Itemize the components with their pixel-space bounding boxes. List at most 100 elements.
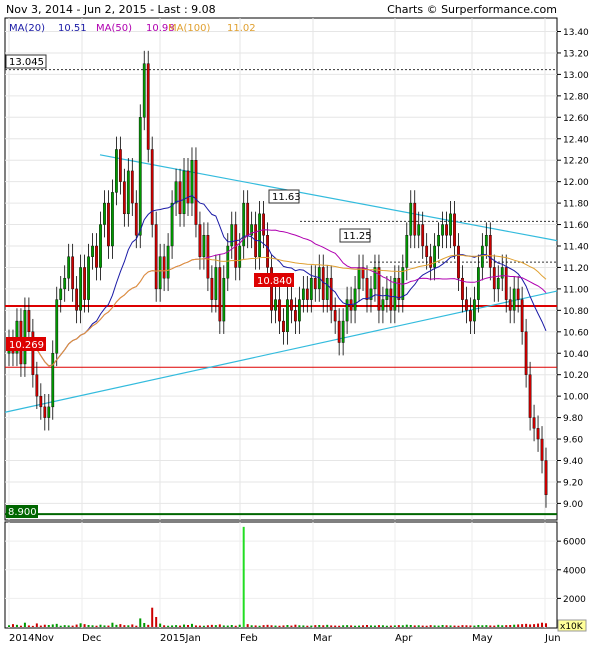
x-tick-label: Jun <box>544 633 561 644</box>
y-tick-label: 11.80 <box>563 200 589 210</box>
x-axis: 2014Nov Dec 2015Jan Feb Mar Apr May Jun <box>9 633 561 644</box>
candle-body <box>166 245 170 279</box>
y-tick-label: 9.80 <box>563 414 583 424</box>
legend: MA(20) 10.51 MA(50) 10.98 MA(100) 11.02 <box>9 23 256 34</box>
volume-bar <box>147 624 150 627</box>
volume-bar <box>51 624 54 627</box>
level-label-box <box>339 228 371 243</box>
volume-bar <box>525 623 528 627</box>
volume-bar <box>143 622 146 627</box>
volume-bar <box>290 625 293 627</box>
volume-bar <box>377 625 380 627</box>
level-label-box <box>6 505 38 518</box>
candle-body <box>174 181 178 204</box>
volume-bar <box>55 623 58 627</box>
candle-body <box>321 267 325 300</box>
volume-bar <box>206 625 209 627</box>
volume-bar <box>190 623 193 627</box>
level-label-13045: 13.045 <box>9 57 44 68</box>
candle-body <box>150 149 154 225</box>
y-tick-label: 9.40 <box>563 457 583 467</box>
volume-bar <box>521 624 524 627</box>
volume-bar <box>242 526 245 627</box>
candle-body <box>329 277 333 311</box>
volume-bar <box>473 625 476 627</box>
volume-bar <box>385 625 388 627</box>
candle-body <box>520 299 524 332</box>
y-tick-label: 12.80 <box>563 92 589 102</box>
candle-body <box>373 267 377 290</box>
volume-bar <box>87 624 90 627</box>
candle-body <box>202 235 206 257</box>
volume-bar <box>421 625 424 627</box>
volume-bar <box>63 625 66 627</box>
candle-body <box>182 170 186 215</box>
candle-body <box>500 267 504 279</box>
y-tick-label: 10.00 <box>563 393 589 403</box>
volume-bar <box>214 625 217 627</box>
volume-bar <box>111 622 114 627</box>
volume-bar <box>47 624 50 627</box>
volume-bar <box>314 625 317 627</box>
volume-bar <box>294 624 297 627</box>
candle-body <box>266 235 269 268</box>
volume-bar <box>115 624 118 627</box>
candle-body <box>63 277 67 290</box>
volume-bar <box>505 625 508 627</box>
chart-credit[interactable]: Charts © Surperformance.com <box>387 3 557 16</box>
volume-bar <box>135 625 138 627</box>
candle-body <box>484 235 488 247</box>
candle-body <box>461 277 464 300</box>
candle-body <box>122 181 126 215</box>
chart-title: Nov 3, 2014 - Jun 2, 2015 - Last : 9.08 <box>6 3 216 16</box>
y-tick-label: 13.20 <box>563 49 589 59</box>
level-label-10269: 10.269 <box>9 340 44 351</box>
volume-bar <box>334 625 337 627</box>
volume-bar <box>513 624 516 627</box>
volume-axis: 6000 4000 2000 <box>557 538 586 605</box>
legend-ma100-label: MA(100) <box>168 23 210 34</box>
volume-bar <box>477 624 480 627</box>
candle-body <box>170 202 174 247</box>
y-tick-label: 13.00 <box>563 71 589 81</box>
volume-bar <box>529 624 532 627</box>
candle-body <box>250 224 254 236</box>
candle-body <box>290 299 293 311</box>
volume-bar <box>183 624 186 627</box>
candle-body <box>496 277 500 290</box>
candle-body <box>154 224 158 290</box>
volume-bar <box>15 624 18 627</box>
x-tick-label: Dec <box>82 633 101 644</box>
candle-body <box>27 310 31 333</box>
volume-bar <box>167 625 170 627</box>
volume-bar <box>545 623 547 627</box>
candle-body <box>218 267 222 322</box>
candle-body <box>441 224 444 236</box>
candle-body <box>476 267 480 300</box>
volume-bar <box>497 624 500 627</box>
volume-bar <box>441 624 444 627</box>
moving-averages <box>8 195 547 367</box>
level-labels: 13.045 11.63 11.25 10.840 10.269 8.900 <box>5 54 372 518</box>
level-label-box <box>5 54 47 69</box>
volume-bar <box>210 624 213 627</box>
volume-bar <box>179 625 182 627</box>
legend-ma100-value: 11.02 <box>227 23 256 34</box>
candle-body <box>59 288 63 300</box>
x-tick-label: Apr <box>395 633 413 644</box>
candle-body <box>433 245 437 268</box>
volume-bar <box>155 616 158 627</box>
level-label-box <box>268 189 300 204</box>
candle-body <box>389 288 393 311</box>
volume-bar <box>517 624 520 627</box>
candle-body <box>488 235 492 268</box>
candle-body <box>138 117 142 236</box>
x-tick-label: 2015Jan <box>160 633 201 644</box>
volume-bar <box>338 625 341 627</box>
volume-bar <box>222 625 225 627</box>
volume-bar <box>354 625 357 627</box>
volume-bar <box>270 625 273 627</box>
candle-body <box>469 310 472 322</box>
volume-bar <box>43 624 46 627</box>
